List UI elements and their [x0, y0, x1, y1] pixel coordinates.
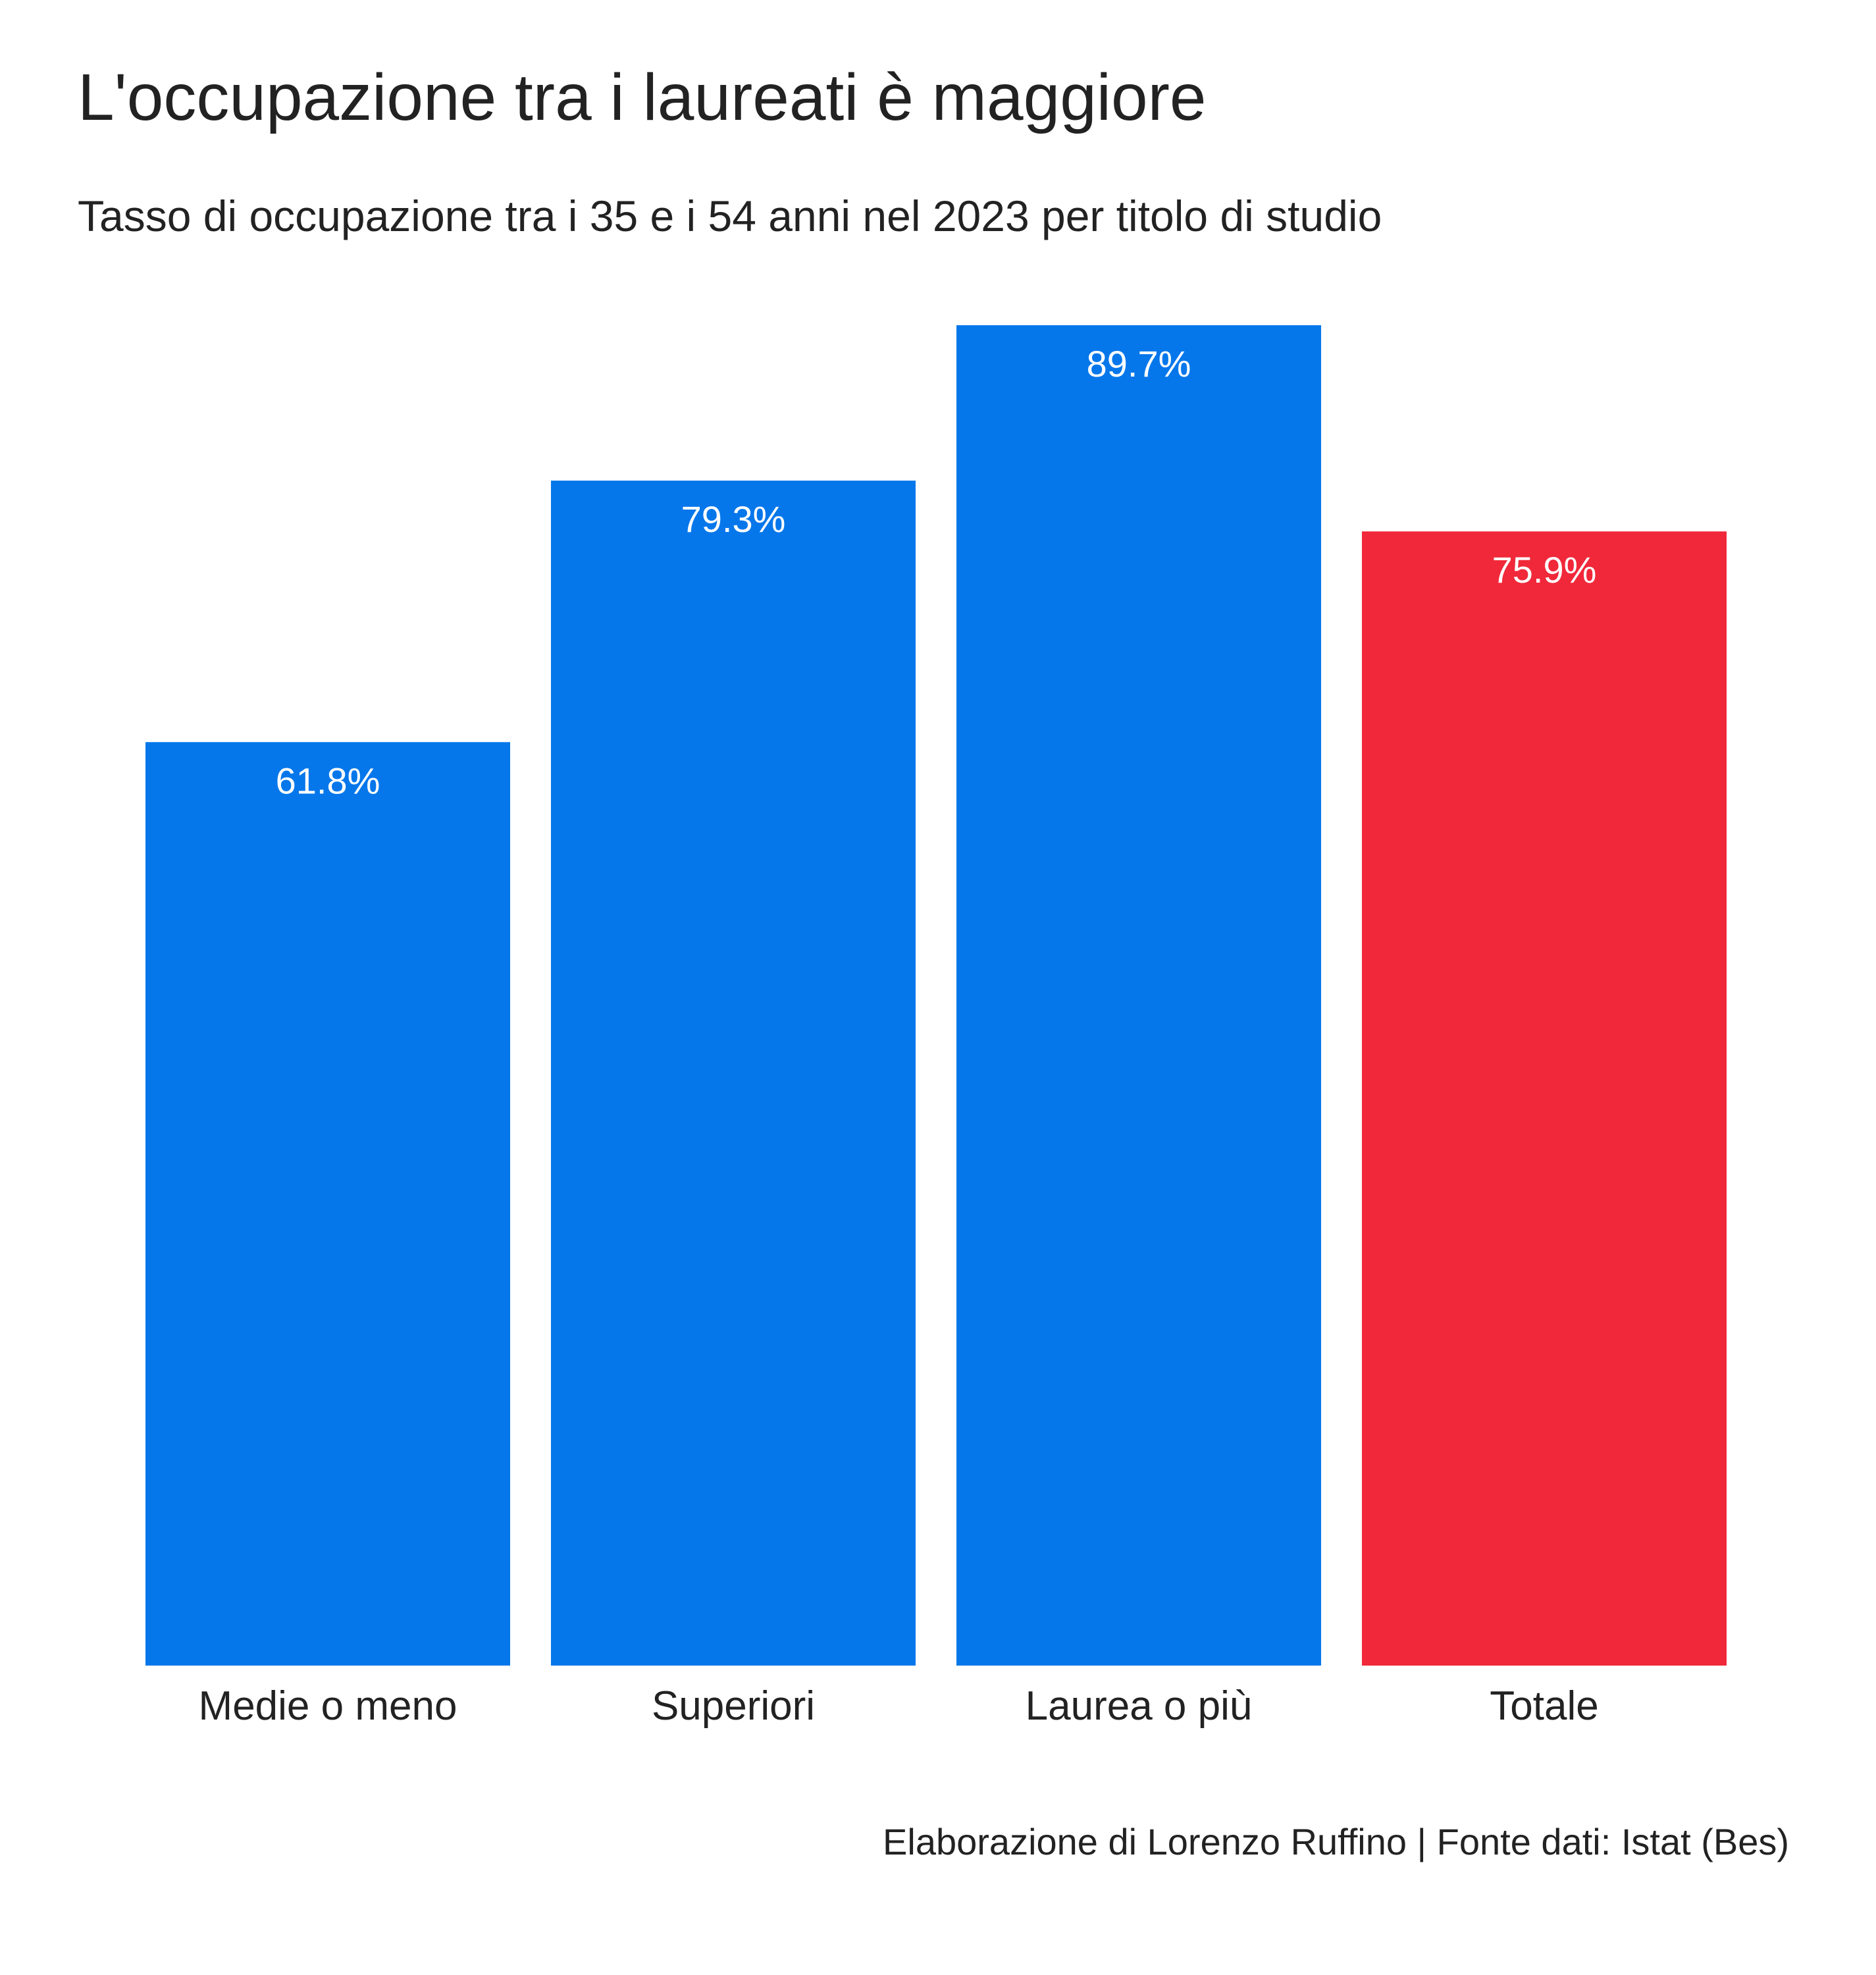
x-tick-label: Totale: [1490, 1683, 1598, 1729]
chart-subtitle: Tasso di occupazione tra i 35 e i 54 ann…: [78, 192, 1382, 240]
bar-value-label: 89.7%: [1087, 343, 1191, 384]
bar-laurea-o-pi: [956, 325, 1321, 1666]
bar-totale: [1362, 531, 1727, 1666]
x-tick-label: Superiori: [652, 1683, 815, 1729]
x-tick-label: Laurea o più: [1026, 1683, 1253, 1729]
value-labels-group: 61.8% 79.3% 89.7% 75.9%: [276, 343, 1597, 801]
category-labels-group: Medie o meno Superiori Laurea o più Totale: [199, 1683, 1599, 1729]
chart-title: L'occupazione tra i laureati è maggiore: [78, 61, 1207, 134]
x-tick-label: Medie o meno: [199, 1683, 457, 1729]
bar-value-label: 75.9%: [1492, 549, 1597, 591]
bar-value-label: 61.8%: [276, 760, 380, 801]
bar-medie-o-meno: [145, 742, 510, 1666]
bars-group: [145, 325, 1727, 1666]
bar-superiori: [551, 481, 916, 1666]
bar-value-label: 79.3%: [681, 498, 786, 540]
source-caption: Elaborazione di Lorenzo Ruffino | Fonte …: [883, 1821, 1789, 1862]
